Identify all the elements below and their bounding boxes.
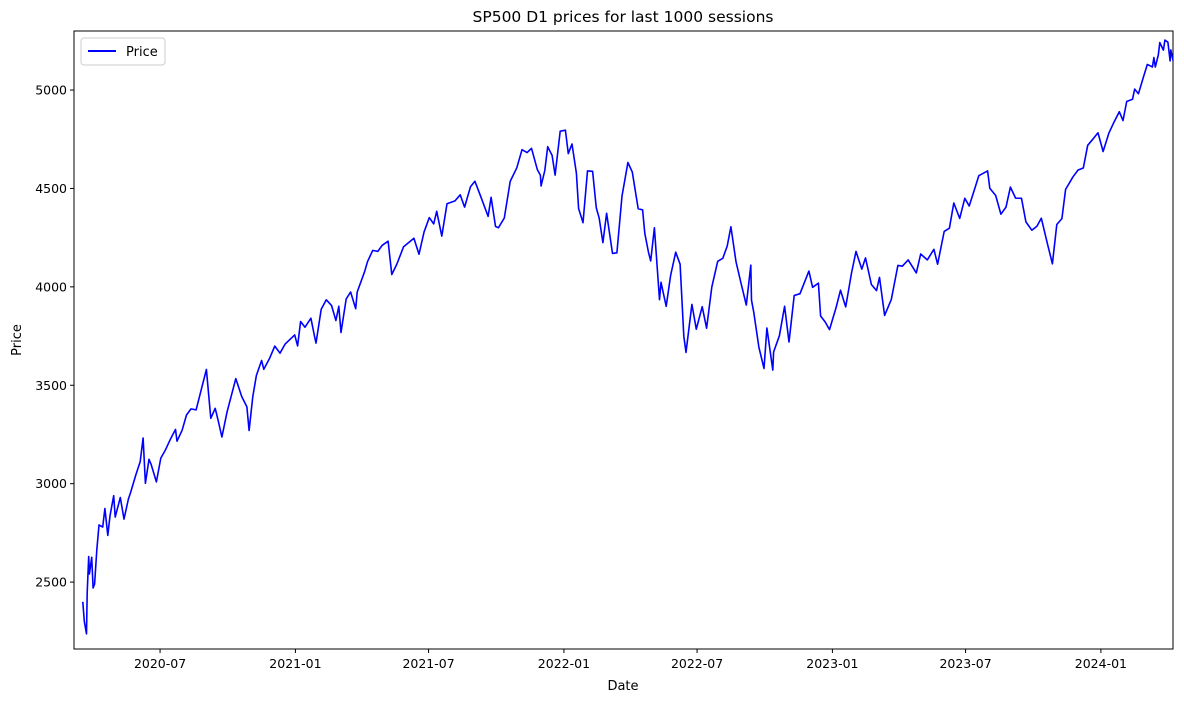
x-tick-label: 2022-07 <box>671 656 723 671</box>
y-tick-label: 3000 <box>35 476 67 491</box>
legend: Price <box>80 37 166 66</box>
x-tick-label: 2023-07 <box>939 656 991 671</box>
y-axis-title: Price <box>10 324 25 356</box>
y-axis: 2500 3000 3500 4000 4500 5000 <box>35 83 74 590</box>
x-tick-label: 2022-01 <box>538 656 590 671</box>
x-tick-label: 2023-01 <box>806 656 858 671</box>
x-tick-label: 2020-07 <box>134 656 186 671</box>
y-tick-label: 2500 <box>35 575 67 590</box>
chart-title: SP500 D1 prices for last 1000 sessions <box>473 8 774 26</box>
legend-label-price: Price <box>126 45 158 60</box>
plot-area-frame <box>73 30 1174 650</box>
series-layer <box>82 39 1174 635</box>
y-tick-label: 3500 <box>35 378 67 393</box>
series-line-price <box>82 39 1174 635</box>
x-tick-label: 2021-07 <box>402 656 454 671</box>
y-tick-label: 4500 <box>35 181 67 196</box>
x-axis: 2020-07 2021-01 2021-07 2022-01 2022-07 2023-… <box>134 649 1127 671</box>
y-tick-label: 5000 <box>35 83 67 98</box>
x-axis-title: Date <box>607 679 638 694</box>
x-tick-label: 2021-01 <box>269 656 321 671</box>
legend-box <box>80 37 166 66</box>
x-tick-label: 2024-01 <box>1075 656 1127 671</box>
y-tick-label: 4000 <box>35 279 67 294</box>
